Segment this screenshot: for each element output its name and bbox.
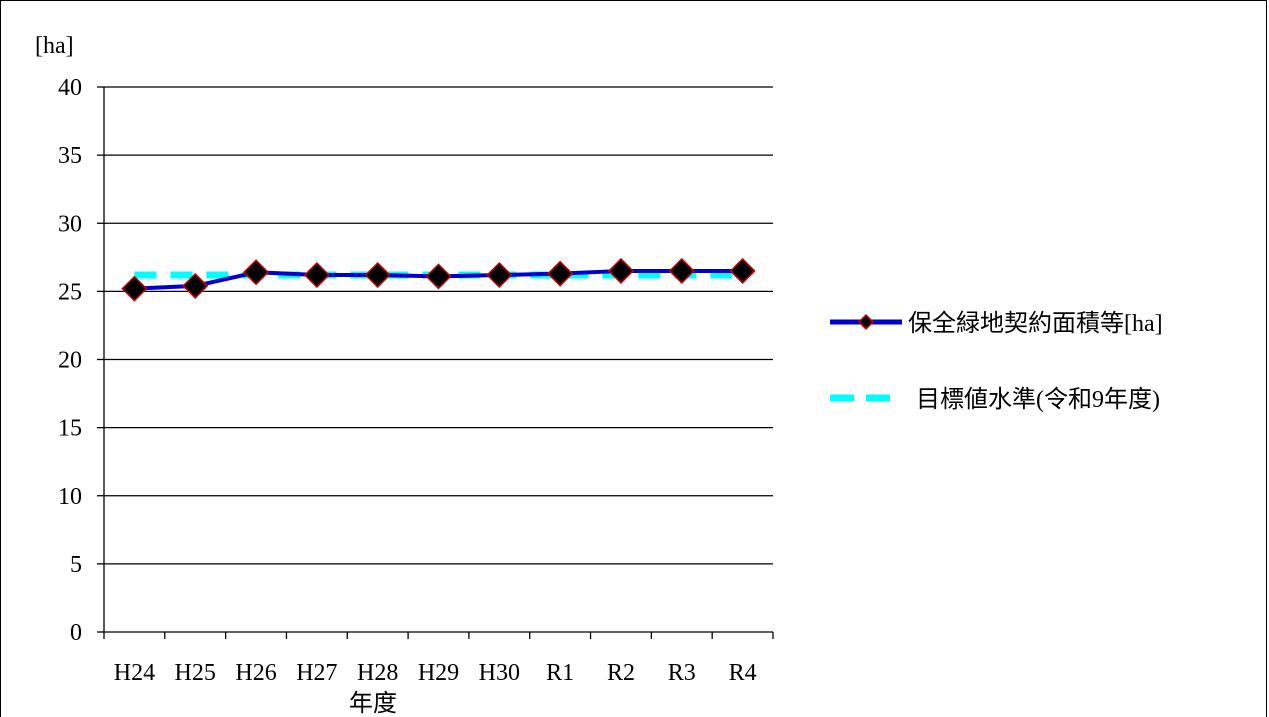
y-tick-label: 10	[58, 484, 82, 510]
x-tick-label: H28	[357, 660, 398, 686]
y-tick-label: 20	[58, 348, 82, 374]
data-point-marker	[242, 259, 270, 286]
data-point-marker	[486, 261, 513, 289]
data-point-marker	[303, 261, 330, 289]
data-point-marker	[425, 263, 452, 290]
data-point-marker	[607, 257, 635, 284]
x-tick-labels: H24 H25 H26 H27 H28 H29 H30 R1 R2 R3 R4	[114, 660, 757, 686]
legend-swatch-marker	[857, 313, 875, 331]
gridlines	[104, 86, 773, 565]
data-point-marker	[121, 275, 148, 302]
legend: 保全緑地契約面積等[ha] 目標値水準(令和9年度)	[830, 310, 1163, 413]
y-tick-label: 5	[70, 552, 82, 578]
y-tick-labels: 0 5 10 15 20 25 30 35 40	[58, 75, 82, 646]
y-tick-label: 40	[58, 75, 82, 101]
data-point-marker	[182, 272, 209, 299]
x-tick-label: H24	[114, 660, 155, 686]
axes	[97, 86, 774, 639]
x-tick-label: H27	[296, 660, 337, 686]
legend-label: 目標値水準(令和9年度)	[916, 386, 1160, 413]
data-point-marker	[668, 257, 695, 284]
data-point-marker	[729, 257, 756, 284]
x-tick-label: H25	[175, 660, 216, 686]
x-tick-label: H30	[479, 660, 520, 686]
data-point-marker	[364, 261, 391, 289]
y-tick-label: 0	[70, 620, 82, 646]
y-tick-label: 25	[58, 279, 82, 305]
x-tick-label: H29	[418, 660, 459, 686]
x-tick-label: R2	[607, 660, 635, 686]
series-layer	[121, 257, 756, 302]
y-tick-label: 15	[58, 416, 82, 442]
x-tick-label: R1	[546, 660, 574, 686]
x-tick-label: R4	[729, 660, 757, 686]
x-tick-label: R3	[668, 660, 696, 686]
legend-label: 保全緑地契約面積等[ha]	[908, 310, 1163, 337]
y-tick-label: 30	[58, 211, 82, 237]
data-point-marker	[547, 260, 574, 287]
y-axis-label: [ha]	[35, 33, 74, 59]
y-tick-label: 35	[58, 143, 82, 169]
x-tick-label: H26	[235, 660, 276, 686]
x-axis-label: 年度	[349, 690, 397, 717]
